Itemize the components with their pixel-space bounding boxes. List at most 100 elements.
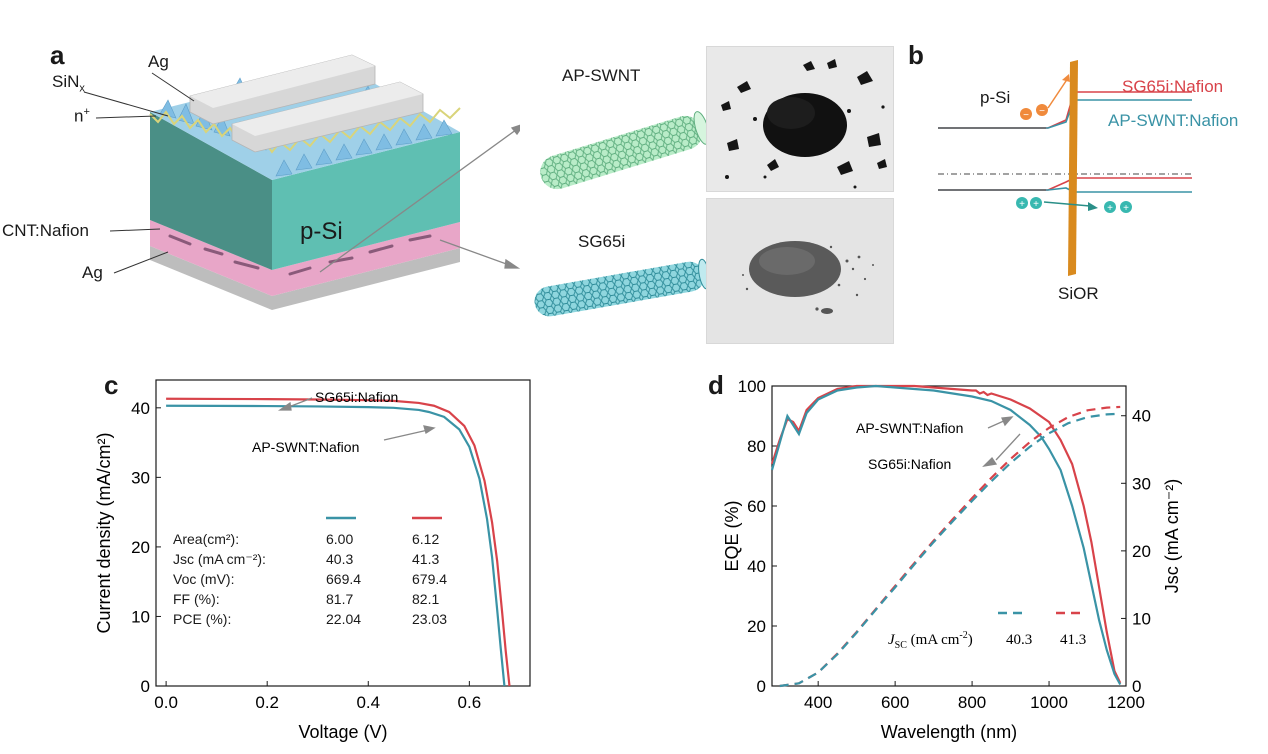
y-tick-label: 40	[747, 557, 766, 576]
sg-area-value: 6.12	[412, 531, 439, 547]
annotation-sg65i: SG65i:Nafion	[868, 456, 951, 472]
p-si-side	[150, 112, 272, 270]
table-header-pce: PCE (%):	[173, 611, 231, 627]
svg-text:−: −	[1023, 110, 1029, 121]
label-sg65i: SG65i	[578, 232, 626, 251]
plot-frame	[155, 379, 531, 687]
label-sinx-sub: x	[79, 82, 85, 95]
sg-pce-value: 23.03	[412, 611, 447, 627]
nanotube-ap-swnt-icon	[540, 111, 710, 190]
y-axis-label: Current density (mA/cm²)	[94, 432, 114, 633]
label-cnt-nafion: CNT:Nafion	[2, 221, 89, 240]
x-tick-label: 1000	[1030, 693, 1068, 712]
y-tick-label: 30	[131, 468, 150, 487]
x-tick-label: 400	[804, 693, 832, 712]
hole-icon	[1120, 201, 1132, 213]
y-tick-label: 80	[747, 437, 766, 456]
table-header-area: Area(cm²):	[173, 531, 239, 547]
y-right-tick-label: 40	[1132, 407, 1151, 426]
svg-text:+: +	[1033, 199, 1039, 210]
annotation-ap-swnt: AP-SWNT:Nafion	[856, 420, 963, 436]
label-sinx-main: SiN	[52, 72, 80, 91]
sg-ff-value: 82.1	[412, 591, 439, 607]
label-ag-bottom: Ag	[82, 263, 103, 282]
series-line-sg65i-nafion-eqe	[770, 384, 1122, 684]
jsc-legend: JSC (mA cm-2) 40.3 41.3	[888, 611, 1086, 651]
jsc-legend-label: JSC (mA cm-2)	[888, 630, 973, 651]
table-values-ap-swnt: 6.00 40.3 669.4 81.7 22.04	[326, 531, 361, 627]
x-axis-label: Voltage (V)	[298, 722, 387, 742]
sg-voc-value: 679.4	[412, 571, 447, 587]
series-line-ap-swnt-nafion-eqe	[770, 384, 1122, 686]
y-right-tick-label: 0	[1132, 677, 1141, 696]
annotation-sg65i: SG65i:Nafion	[315, 389, 398, 405]
label-ap-swnt: AP-SWNT	[562, 66, 641, 85]
panel-b-band-diagram: − − + + + +	[938, 60, 1192, 276]
sior-interface	[1068, 60, 1078, 276]
jsc-legend-ap-value: 40.3	[1006, 632, 1032, 648]
y-tick-label: 10	[131, 607, 150, 626]
y-tick-label: 0	[141, 677, 150, 696]
x-tick-label: 800	[958, 693, 986, 712]
panel-label-b: b	[908, 40, 924, 70]
panel-label-d: d	[708, 370, 724, 400]
electron-icon	[1020, 108, 1032, 120]
x-tick-label: 0.0	[154, 693, 178, 712]
hole-icon	[1016, 197, 1028, 209]
cnt-nafion-layer	[150, 220, 460, 296]
label-b-sg65i-nafion: SG65i:Nafion	[1122, 77, 1224, 96]
table-header-jsc: Jsc (mA cm⁻²):	[173, 551, 266, 567]
series-line-sg65i-nafion	[166, 397, 511, 687]
svg-text:+: +	[1019, 199, 1025, 210]
y-right-tick-label: 10	[1132, 609, 1151, 628]
svg-text:−: −	[1039, 106, 1045, 117]
panel-d-eqe-chart: 400 600 800 1000 1200020406080100010203040Wa…	[722, 377, 1182, 742]
x-tick-label: 0.2	[255, 693, 279, 712]
label-n-plus: n+	[74, 106, 90, 127]
sg-jsc-value: 41.3	[412, 551, 439, 567]
y-tick-label: 60	[747, 497, 766, 516]
ap-pce-value: 22.04	[326, 611, 361, 627]
panel-c-jv-chart: 0.0 0.2 0.4 0.6 0 10 20 30 40 Voltage (V) Current …	[94, 379, 531, 742]
y-tick-label: 100	[738, 377, 766, 396]
ap-area-value: 6.00	[326, 531, 353, 547]
panel-label-a: a	[50, 40, 65, 70]
table-values-sg65i: 6.12 41.3 679.4 82.1 23.03	[412, 531, 447, 627]
table-header-voc: Voc (mV):	[173, 571, 234, 587]
table-headers: Area(cm²): Jsc (mA cm⁻²): Voc (mV): FF (…	[173, 531, 266, 627]
label-ag-top: Ag	[148, 52, 169, 71]
x-tick-label: 1200	[1107, 693, 1145, 712]
y-tick-label: 20	[131, 538, 150, 557]
x-tick-label: 0.4	[356, 693, 380, 712]
label-n-sup: +	[83, 106, 90, 118]
y-tick-label: 0	[757, 677, 766, 696]
nanotube-sg65i-icon	[534, 258, 711, 317]
label-p-si: p-Si	[300, 218, 343, 245]
label-n-main: n	[74, 106, 84, 126]
ap-ff-value: 81.7	[326, 591, 353, 607]
electron-icon	[1036, 104, 1048, 116]
ap-jsc-value: 40.3	[326, 551, 353, 567]
back-ag-layer	[150, 246, 460, 310]
label-sinx: SiNx	[52, 72, 85, 94]
ap-voc-value: 669.4	[326, 571, 361, 587]
x-axis-label: Wavelength (nm)	[881, 722, 1017, 742]
plot-frame	[771, 385, 1127, 687]
y-right-axis-label: Jsc (mA cm⁻²)	[1162, 479, 1182, 594]
label-b-p-si: p-Si	[980, 88, 1011, 107]
label-b-sior: SiOR	[1058, 284, 1099, 303]
ap-swnt-powder-photo	[706, 46, 894, 192]
sg65i-powder-photo	[706, 198, 894, 344]
series-line-ap-swnt-nafion-jsc	[779, 412, 1121, 688]
y-tick-label: 20	[747, 617, 766, 636]
x-tick-label: 600	[881, 693, 909, 712]
label-b-ap-swnt-nafion: AP-SWNT:Nafion	[1108, 111, 1239, 130]
panel-label-c: c	[104, 370, 119, 400]
y-right-tick-label: 30	[1132, 474, 1151, 493]
y-right-tick-label: 20	[1132, 542, 1151, 561]
y-axis-label: EQE (%)	[722, 500, 742, 571]
y-tick-label: 40	[131, 399, 150, 418]
table-header-ff: FF (%):	[173, 591, 220, 607]
series-line-ap-swnt-nafion	[166, 404, 506, 687]
jsc-legend-sg-value: 41.3	[1060, 632, 1086, 648]
